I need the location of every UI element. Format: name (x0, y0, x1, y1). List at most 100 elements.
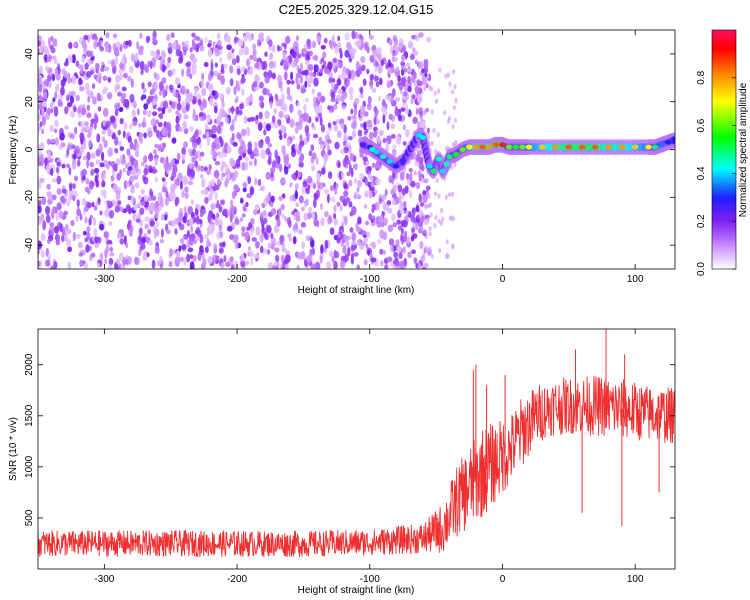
heatmap-noise-cell (271, 72, 276, 80)
heatmap-noise-cell (333, 204, 337, 213)
heatmap-noise-cell (159, 255, 163, 264)
heatmap-noise-cell (241, 226, 246, 232)
heatmap-noise-cell (271, 44, 276, 53)
heatmap-noise-cell (135, 171, 140, 178)
heatmap-noise-cell (348, 179, 353, 187)
heatmap-noise-cell (117, 91, 122, 97)
heatmap-noise-cell (403, 257, 407, 267)
heatmap-noise-cell (47, 73, 52, 82)
heatmap-noise-cell (419, 240, 424, 250)
heatmap-noise-cell (313, 218, 319, 227)
heatmap-noise-cell (194, 160, 199, 168)
heatmap-noise-cell (50, 35, 54, 42)
heatmap-noise-cell (219, 57, 223, 63)
heatmap-noise-cell (313, 198, 317, 208)
heatmap-noise-cell (414, 34, 420, 42)
heatmap-noise-cell (336, 130, 342, 139)
heatmap-noise-cell (249, 186, 255, 196)
heatmap-noise-cell (259, 245, 264, 254)
heatmap-noise-cell (165, 84, 169, 92)
heatmap-noise-cell (339, 260, 346, 269)
heatmap-noise-cell (153, 72, 157, 79)
heatmap-noise-cell (225, 86, 231, 95)
heatmap-noise-cell (70, 220, 75, 227)
heatmap-noise-cell (135, 149, 140, 158)
heatmap-noise-cell (149, 60, 153, 70)
heatmap-noise-cell (413, 257, 418, 264)
heatmap-noise-cell (145, 236, 151, 242)
heatmap-noise-cell (47, 37, 52, 47)
heatmap-noise-cell (333, 57, 337, 64)
heatmap-noise-cell (99, 223, 105, 231)
heatmap-noise-cell (219, 231, 224, 239)
heatmap-noise-cell (149, 191, 154, 197)
heatmap-noise-cell (328, 77, 333, 84)
heatmap-noise-cell (426, 217, 430, 223)
heatmap-noise-cell (74, 175, 78, 182)
heatmap-noise-cell (60, 86, 65, 96)
heatmap-noise-cell (134, 52, 139, 62)
heatmap-noise-cell (216, 72, 222, 81)
heatmap-noise-cell (49, 102, 54, 109)
heatmap-noise-cell (96, 133, 101, 143)
heatmap-noise-cell (241, 213, 246, 218)
heatmap-noise-cell (229, 65, 234, 74)
heatmap-noise-cell (245, 156, 249, 162)
heatmap-noise-cell (312, 133, 319, 139)
heatmap-noise-cell (333, 260, 338, 269)
heatmap-noise-cell (138, 50, 144, 56)
heatmap-noise-cell (239, 197, 244, 204)
heatmap-noise-cell (106, 239, 113, 245)
heatmap-noise-cell (53, 260, 58, 269)
heatmap-noise-cell (300, 84, 306, 94)
heatmap-noise-cell (74, 126, 78, 135)
heatmap-noise-cell (201, 262, 206, 269)
heatmap-noise-cell (350, 252, 355, 259)
heatmap-noise-cell (179, 238, 185, 244)
heatmap-noise-cell (451, 191, 455, 197)
heatmap-noise-cell (337, 62, 343, 69)
heatmap-noise-cell (234, 36, 238, 43)
heatmap-noise-cell (230, 199, 234, 207)
heatmap-noise-cell (315, 117, 319, 122)
heatmap-signal-cell (373, 149, 380, 155)
heatmap-noise-cell (433, 222, 437, 229)
heatmap-noise-cell (382, 250, 386, 255)
heatmap-noise-cell (299, 134, 303, 142)
heatmap-noise-cell (395, 66, 400, 72)
heatmap-noise-cell (150, 88, 156, 95)
heatmap-noise-cell (405, 106, 409, 115)
heatmap-noise-cell (201, 72, 205, 81)
heatmap-noise-cell (183, 46, 187, 56)
heatmap-noise-cell (77, 159, 81, 167)
heatmap-noise-cell (427, 246, 431, 252)
heatmap-noise-cell (207, 225, 211, 236)
heatmap-noise-cell (298, 141, 302, 151)
heatmap-noise-cell (165, 190, 169, 198)
heatmap-noise-cell (400, 61, 406, 66)
heatmap-noise-cell (38, 200, 42, 206)
heatmap-noise-cell (273, 61, 277, 69)
heatmap-noise-cell (402, 141, 407, 146)
heatmap-noise-cell (79, 132, 85, 141)
heatmap-noise-cell (283, 155, 289, 165)
heatmap-noise-cell (164, 214, 168, 221)
heatmap-noise-cell (337, 232, 341, 238)
heatmap-noise-cell (305, 198, 309, 205)
heatmap-noise-cell (189, 73, 193, 80)
heatmap-noise-cell (95, 62, 100, 71)
heatmap-noise-cell (182, 120, 187, 130)
heatmap-noise-cell (38, 94, 43, 104)
heatmap-noise-cell (351, 241, 357, 246)
heatmap-noise-cell (89, 161, 94, 168)
heatmap-noise-cell (326, 261, 332, 269)
heatmap-noise-cell (133, 205, 138, 211)
heatmap-noise-cell (366, 102, 372, 111)
heatmap-noise-cell (338, 47, 343, 55)
heatmap-noise-cell (277, 44, 280, 52)
heatmap-noise-cell (270, 195, 275, 203)
heatmap-noise-cell (115, 191, 121, 201)
heatmap-noise-cell (379, 215, 384, 224)
heatmap-noise-cell (391, 88, 396, 97)
